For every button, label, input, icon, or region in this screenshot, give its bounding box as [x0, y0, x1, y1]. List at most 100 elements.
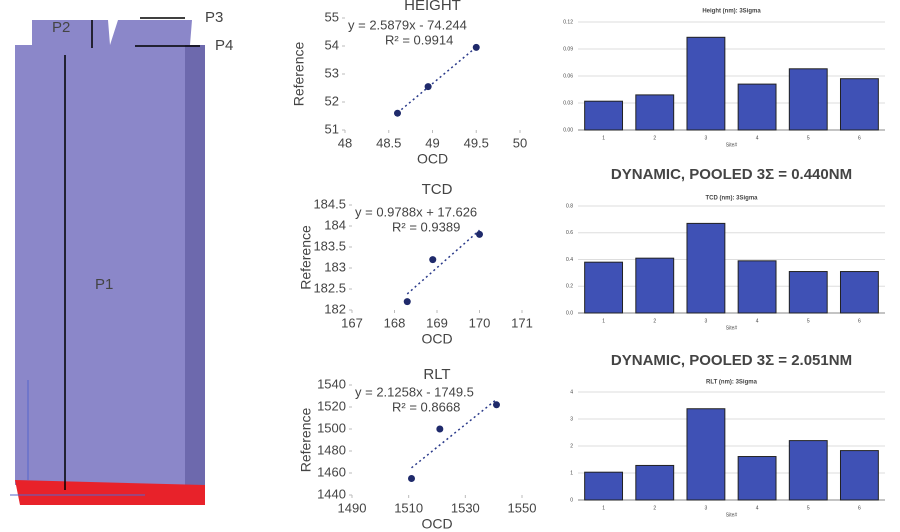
- bar: [585, 472, 623, 500]
- trendline: [398, 47, 477, 113]
- y-tick-label: 1520: [317, 398, 346, 413]
- x-tick-label: 1510: [394, 500, 423, 515]
- bar: [738, 261, 776, 313]
- y-tick-label: 55: [325, 9, 339, 24]
- chart-subtitle: Height (nm): 3Sigma: [702, 9, 761, 15]
- x-tick-label: 48: [338, 135, 352, 150]
- x-tick-label: 2: [653, 135, 656, 141]
- y-tick-label: 0.0: [566, 310, 573, 316]
- y-tick-label: 0.4: [566, 257, 573, 263]
- y-axis-label: Reference: [291, 41, 307, 106]
- point: [476, 231, 483, 238]
- y-tick-label: 52: [325, 93, 339, 108]
- x-tick-label: 49.5: [464, 135, 489, 150]
- chart-title: DYNAMIC, POOLED 3Σ = 0.440NM: [611, 166, 852, 183]
- structure-diagram: P1 P2 P3 P4: [10, 9, 233, 505]
- x-tick-label: 168: [384, 315, 406, 330]
- y-tick-label: 1: [570, 470, 573, 476]
- y-tick-label: 182: [324, 301, 346, 316]
- x-axis-label: OCD: [421, 331, 452, 347]
- chart-title: DYNAMIC, POOLED 3Σ = 2.051NM: [611, 352, 852, 369]
- bar: [636, 95, 674, 130]
- x-tick-label: 3: [705, 318, 708, 324]
- y-tick-label: 0.03: [563, 100, 573, 106]
- y-tick-label: 183.5: [313, 238, 346, 253]
- y-tick-label: 0.6: [566, 230, 573, 236]
- x-tick-label: 1: [602, 135, 605, 141]
- point: [436, 426, 443, 433]
- y-tick-label: 4: [570, 389, 573, 395]
- bar: [585, 101, 623, 130]
- x-axis-label: Site#: [726, 142, 738, 148]
- point: [429, 256, 436, 263]
- bar: [738, 457, 776, 500]
- x-axis-label: OCD: [417, 151, 448, 167]
- x-axis-label: Site#: [726, 325, 738, 331]
- x-tick-label: 169: [426, 315, 448, 330]
- bar: [585, 262, 623, 313]
- annotation: y = 0.9788x + 17.626: [355, 204, 477, 219]
- x-tick-label: 2: [653, 505, 656, 511]
- bar: [789, 441, 827, 500]
- x-tick-label: 1530: [451, 500, 480, 515]
- point: [404, 298, 411, 305]
- x-tick-label: 6: [858, 318, 861, 324]
- chart-subtitle: TCD (nm): 3Sigma: [705, 196, 758, 202]
- x-tick-label: 2: [653, 318, 656, 324]
- y-tick-label: 54: [325, 37, 339, 52]
- x-tick-label: 5: [807, 318, 810, 324]
- x-tick-label: 1: [602, 505, 605, 511]
- y-tick-label: 1440: [317, 486, 346, 501]
- x-tick-label: 6: [858, 135, 861, 141]
- bar: [687, 37, 725, 130]
- x-tick-label: 4: [756, 135, 759, 141]
- annotation: R² = 0.9389: [392, 219, 460, 234]
- chart-subtitle: RLT (nm): 3Sigma: [706, 380, 758, 386]
- chart-title: RLT: [423, 366, 450, 383]
- y-axis-label: Reference: [298, 225, 314, 290]
- label-p3: P3: [205, 9, 223, 26]
- bar: [738, 84, 776, 130]
- y-tick-label: 1480: [317, 442, 346, 457]
- point: [408, 475, 415, 482]
- bar: [840, 451, 878, 500]
- x-tick-label: 6: [858, 505, 861, 511]
- y-tick-label: 182.5: [313, 280, 346, 295]
- prism-front: [15, 20, 200, 485]
- label-p2: P2: [52, 19, 70, 36]
- bar: [789, 69, 827, 130]
- x-axis-label: Site#: [726, 512, 738, 518]
- x-tick-label: 1550: [508, 500, 537, 515]
- x-tick-label: 5: [807, 135, 810, 141]
- y-tick-label: 2: [570, 443, 573, 449]
- x-tick-label: 167: [341, 315, 363, 330]
- x-tick-label: 171: [511, 315, 533, 330]
- point: [473, 44, 480, 51]
- trendline: [407, 230, 479, 294]
- x-tick-label: 48.5: [376, 135, 401, 150]
- x-tick-label: 50: [513, 135, 527, 150]
- x-tick-label: 4: [756, 505, 759, 511]
- bar: [636, 258, 674, 313]
- annotation: y = 2.1258x - 1749.5: [355, 384, 474, 399]
- y-tick-label: 1460: [317, 464, 346, 479]
- y-tick-label: 184: [324, 217, 346, 232]
- y-tick-label: 3: [570, 416, 573, 422]
- x-tick-label: 1490: [338, 500, 367, 515]
- y-tick-label: 1500: [317, 420, 346, 435]
- point: [394, 110, 401, 117]
- y-tick-label: 183: [324, 259, 346, 274]
- x-tick-label: 170: [469, 315, 491, 330]
- label-p4: P4: [215, 37, 233, 54]
- figure: P1 P2 P3 P4 HEIGHT51525354554848.54949.5…: [0, 0, 900, 532]
- y-tick-label: 0.06: [563, 73, 573, 79]
- label-p1: P1: [95, 276, 113, 293]
- bar: [687, 409, 725, 500]
- x-tick-label: 4: [756, 318, 759, 324]
- bar: [687, 223, 725, 313]
- annotation: R² = 0.8668: [392, 399, 460, 414]
- y-tick-label: 0.09: [563, 46, 573, 52]
- point: [425, 83, 432, 90]
- y-tick-label: 0.12: [563, 19, 573, 25]
- y-tick-label: 0.8: [566, 203, 573, 209]
